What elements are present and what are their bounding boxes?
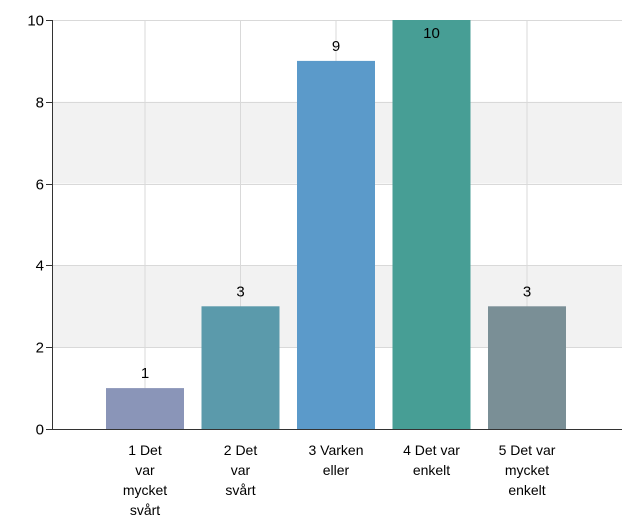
- data-label: 10: [423, 25, 440, 42]
- y-tick-label: 2: [36, 340, 44, 357]
- data-label: 3: [523, 283, 531, 300]
- bar: [488, 306, 566, 429]
- x-tick-label: 4 Det var enkelt: [403, 442, 460, 478]
- y-tick-label: 0: [36, 422, 44, 439]
- data-label: 9: [332, 38, 340, 55]
- x-tick-labels: 1 Det var mycket svårt 2 Det var svårt 3 Varken…: [123, 442, 556, 518]
- data-labels: 1 3 9 10 3: [141, 25, 531, 382]
- data-label: 1: [141, 365, 149, 382]
- y-tick-label: 10: [27, 13, 44, 30]
- data-label: 3: [236, 283, 244, 300]
- bar: [106, 388, 184, 429]
- bar: [297, 60, 375, 430]
- x-tick-label: 3 Varken eller: [309, 442, 364, 478]
- bars: [106, 20, 566, 430]
- x-tick-label: 2 Det var svårt: [224, 442, 258, 498]
- x-tick-label: 1 Det var mycket svårt: [123, 442, 167, 518]
- x-tick-label: 5 Det var mycket enkelt: [499, 442, 556, 498]
- bar: [392, 20, 471, 429]
- y-tick-label: 4: [36, 258, 44, 275]
- axes: [46, 20, 622, 430]
- bar: [201, 306, 280, 429]
- y-tick-labels: 0 2 4 6 8 10: [27, 13, 44, 439]
- y-tick-label: 8: [36, 95, 44, 112]
- y-tick-label: 6: [36, 177, 44, 194]
